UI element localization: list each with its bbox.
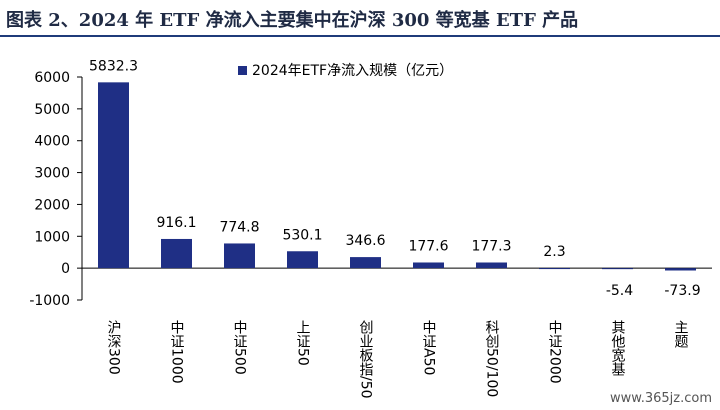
data-label: 346.6 — [345, 233, 385, 249]
bar — [350, 257, 381, 269]
data-label: -5.4 — [606, 283, 633, 299]
bar — [602, 268, 633, 270]
chart-legend: 2024年ETF净流入规模（亿元） — [238, 63, 453, 79]
category-label: 中证2000 — [547, 320, 563, 384]
bar — [287, 251, 318, 269]
y-tick-label: 0 — [61, 261, 70, 277]
bar — [98, 82, 129, 269]
category-label: 中证1000 — [169, 320, 185, 384]
data-label: 530.1 — [282, 227, 322, 243]
bar — [413, 262, 444, 269]
data-label: 5832.3 — [89, 58, 138, 74]
data-label: -73.9 — [664, 283, 700, 299]
bar — [161, 238, 192, 269]
y-tick-label: 1000 — [34, 229, 70, 245]
data-label: 177.6 — [408, 238, 448, 254]
y-tick-label: 2000 — [34, 197, 70, 213]
bar — [539, 268, 570, 270]
category-label: 其他宽基 — [610, 320, 626, 376]
category-label: 中证A50 — [421, 320, 437, 375]
y-tick-label: 4000 — [34, 134, 70, 150]
category-label: 科创50/100 — [484, 320, 500, 397]
data-label: 916.1 — [156, 215, 196, 231]
category-label: 创业板指/50 — [358, 320, 374, 399]
data-label: 774.8 — [219, 219, 259, 235]
x-axis-labels: 沪深300 中证1000 中证500 上证50 创业板指/50 中证A50 科创50/100… — [106, 320, 689, 399]
data-labels: 5832.3 916.1 774.8 530.1 346.6 177.6 177.3 2.3 -… — [89, 58, 701, 299]
title-divider — [0, 35, 720, 37]
y-tick-label: -1000 — [29, 293, 70, 309]
data-label: 2.3 — [543, 244, 565, 260]
data-label: 177.3 — [471, 238, 511, 254]
watermark-text: www.365jz.com — [610, 391, 712, 406]
category-label: 中证500 — [232, 320, 248, 375]
bar — [476, 262, 507, 269]
category-label: 上证50 — [295, 320, 311, 366]
legend-label: 2024年ETF净流入规模（亿元） — [252, 63, 453, 79]
y-tick-label: 3000 — [34, 166, 70, 182]
bar — [224, 243, 255, 269]
y-axis: -1000 0 1000 2000 3000 4000 5000 6000 — [29, 70, 712, 309]
y-tick-label: 6000 — [34, 70, 70, 86]
category-label: 主题 — [673, 320, 689, 349]
bar — [665, 268, 696, 271]
category-label: 沪深300 — [106, 320, 122, 375]
legend-swatch — [238, 66, 247, 75]
page-title: 图表 2、2024 年 ETF 净流入主要集中在沪深 300 等宽基 ETF 产… — [6, 10, 579, 31]
bar-series — [98, 82, 696, 271]
y-tick-label: 5000 — [34, 102, 70, 118]
